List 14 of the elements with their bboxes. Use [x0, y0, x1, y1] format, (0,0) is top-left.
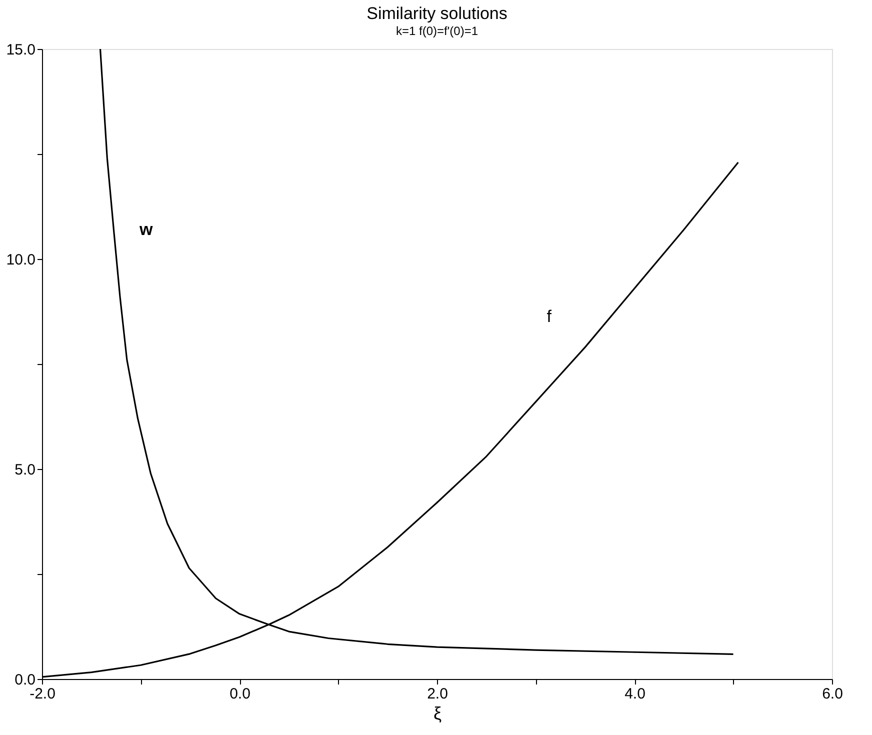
y-tick-label: 5.0 — [14, 462, 36, 478]
y-tick-label: 15.0 — [6, 42, 36, 58]
text: f — [546, 307, 552, 326]
series-label: w — [138, 220, 154, 239]
x-tick-label: 4.0 — [624, 686, 646, 702]
x-axis-title: ξ — [433, 704, 442, 724]
chart-title: Similarity solutions — [366, 4, 508, 23]
x-tick-label: 2.0 — [427, 686, 448, 702]
y-tick-label: 0.0 — [14, 672, 36, 688]
y-tick-label: 10.0 — [6, 252, 36, 268]
x-tick-label: -2.0 — [30, 686, 56, 702]
chart-subtitle: k=1 f(0)=f'(0)=1 — [396, 24, 478, 38]
x-tick-label: 0.0 — [230, 686, 250, 702]
x-tick-label: 6.0 — [822, 686, 843, 702]
